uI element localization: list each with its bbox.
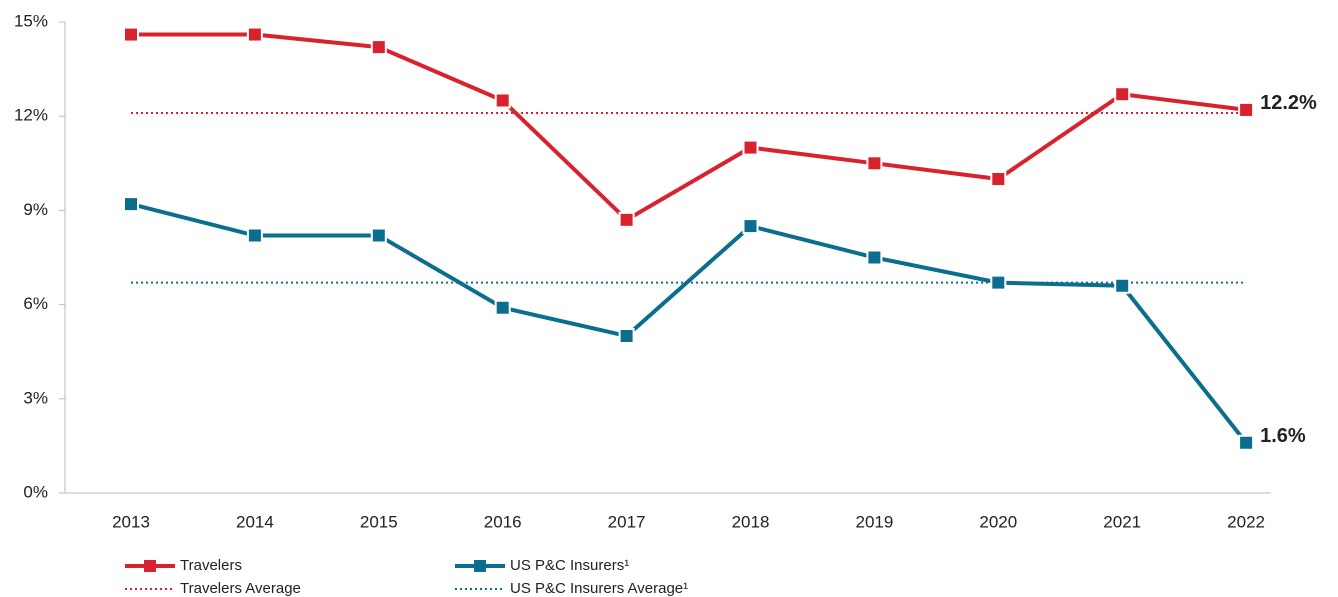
legend-label: US P&C Insurers¹ <box>510 557 629 574</box>
legend-label: Travelers Average <box>180 580 301 597</box>
marker <box>494 299 511 316</box>
marker <box>246 227 263 244</box>
y-tick-label: 9% <box>23 200 48 219</box>
x-tick-label: 2018 <box>732 512 770 531</box>
x-tick-label: 2021 <box>1103 512 1141 531</box>
marker <box>866 249 883 266</box>
marker <box>1238 101 1255 118</box>
series-line <box>130 202 1248 444</box>
x-tick-label: 2016 <box>484 512 522 531</box>
y-tick-label: 6% <box>23 294 48 313</box>
data-label: 12.2% <box>1260 92 1317 114</box>
x-tick-label: 2020 <box>979 512 1017 531</box>
legend-label: US P&C Insurers Average¹ <box>510 580 688 597</box>
x-tick-label: 2019 <box>855 512 893 531</box>
y-tick-label: 15% <box>14 11 48 30</box>
series-line <box>131 32 1247 223</box>
legend-label: Travelers <box>180 557 242 574</box>
marker <box>1114 86 1131 103</box>
y-tick-label: 3% <box>23 388 48 407</box>
marker <box>123 196 139 213</box>
legend-marker <box>144 560 156 572</box>
marker <box>370 227 387 244</box>
legend-marker <box>474 560 486 572</box>
x-tick-label: 2022 <box>1227 512 1265 531</box>
data-label: 1.6% <box>1260 425 1306 447</box>
x-tick-label: 2015 <box>360 512 398 531</box>
x-tick-label: 2017 <box>608 512 646 531</box>
marker <box>990 274 1007 291</box>
marker <box>990 171 1007 187</box>
marker <box>742 218 759 235</box>
marker <box>1114 277 1131 294</box>
y-tick-label: 12% <box>14 106 48 125</box>
marker <box>866 155 883 172</box>
marker <box>123 26 139 43</box>
marker <box>494 92 511 109</box>
marker <box>618 328 635 344</box>
marker <box>742 139 759 156</box>
y-tick-label: 0% <box>23 482 48 501</box>
marker <box>1238 434 1255 451</box>
marker <box>618 211 635 228</box>
x-tick-label: 2013 <box>112 512 150 531</box>
x-tick-label: 2014 <box>236 512 274 531</box>
marker <box>370 39 387 56</box>
marker <box>246 26 263 43</box>
